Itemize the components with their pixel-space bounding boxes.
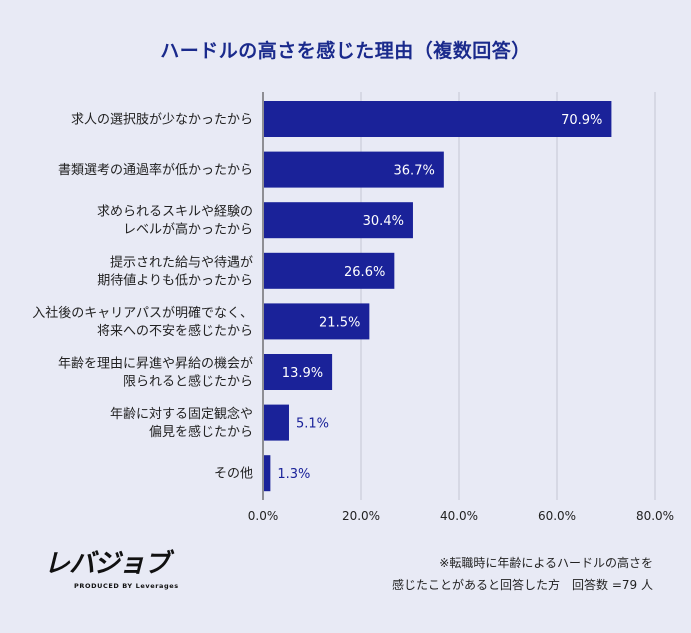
logo-tagline: PRODUCED BY Leverages: [74, 582, 179, 590]
bar-chart: 0.0% 20.0% 40.0% 60.0% 80.0% 70.9% 求人の選択肢が少なかっ…: [32, 92, 674, 523]
category-label: 求人の選択肢が少なかったから: [71, 112, 253, 128]
footnote: ※転職時に年齢によるハードルの高さを 感じたことがあると回答した方 回答数 =7…: [392, 552, 653, 596]
levajob-logo: レバジョブ PRODUCED BY Leverages: [44, 550, 179, 590]
bar: [264, 455, 271, 492]
category-label: 将来への不安を感じたから: [97, 323, 253, 339]
category-label: 求められるスキルや経験の: [97, 205, 253, 220]
bar: [264, 404, 289, 441]
category-label: その他: [214, 467, 253, 482]
bar-value-label: 1.3%: [277, 467, 310, 482]
bar: [264, 151, 444, 188]
bar: [264, 303, 370, 340]
x-tick-label: 40.0%: [440, 509, 478, 523]
bar-value-label: 5.1%: [296, 417, 329, 432]
bar-value-label: 13.9%: [282, 366, 323, 381]
footnote-line-1: ※転職時に年齢によるハードルの高さを: [439, 556, 653, 570]
bar-value-label: 70.9%: [561, 113, 602, 128]
chart-title: ハードルの高さを感じた理由（複数回答）: [160, 40, 531, 62]
bar: [264, 354, 333, 390]
category-label: 偏見を感じたから: [149, 424, 253, 440]
category-label: 期待値よりも低かったから: [97, 272, 253, 288]
x-tick-label: 80.0%: [636, 509, 674, 523]
bar-value-label: 30.4%: [363, 214, 404, 229]
category-label: 入社後のキャリアパスが明確でなく、: [32, 305, 253, 321]
bar: [264, 101, 612, 137]
logo-name: レバジョブ: [44, 549, 170, 579]
x-tick-label: 20.0%: [342, 509, 380, 523]
category-label: 年齢を理由に昇進や昇給の機会が: [58, 357, 253, 372]
bar: [264, 202, 413, 239]
x-tick-label: 0.0%: [248, 509, 279, 523]
bar-value-label: 26.6%: [344, 265, 385, 280]
bar: [264, 252, 395, 289]
category-label: 書類選考の通過率が低かったから: [58, 162, 253, 178]
category-label: 提示された給与や待遇が: [110, 254, 253, 270]
category-label: 限られると感じたから: [123, 374, 253, 390]
footnote-line-2: 感じたことがあると回答した方 回答数 =79 人: [392, 578, 653, 592]
x-tick-label: 60.0%: [538, 509, 576, 523]
bar-value-label: 21.5%: [319, 315, 360, 330]
bar-value-label: 36.7%: [394, 164, 435, 179]
category-label: 年齢に対する固定観念や: [110, 406, 253, 422]
category-label: レベルが高かったから: [123, 222, 253, 238]
